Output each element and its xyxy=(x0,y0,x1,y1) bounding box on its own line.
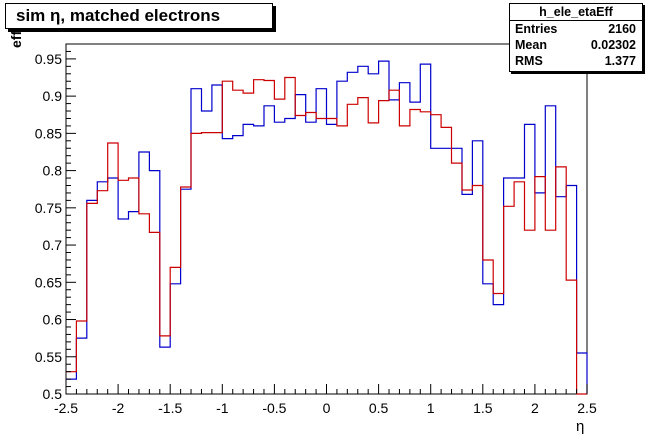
stats-value: 1.377 xyxy=(604,54,636,68)
series-line-1 xyxy=(66,76,587,395)
x-axis-label: η xyxy=(576,418,585,435)
stats-row-rms: RMS 1.377 xyxy=(510,53,642,69)
y-tick-label: 0.5 xyxy=(43,386,63,402)
stats-histogram-name: h_ele_etaEff xyxy=(510,4,642,21)
y-tick-label: 0.7 xyxy=(43,237,63,253)
x-tick-label: 0 xyxy=(323,400,331,416)
stats-box: h_ele_etaEff Entries 2160 Mean 0.02302 R… xyxy=(509,3,643,72)
x-tick-label: 2 xyxy=(531,400,539,416)
x-tick-label: 1.5 xyxy=(473,400,493,416)
y-tick-label: 0.8 xyxy=(43,163,63,179)
stats-key: RMS xyxy=(515,54,543,68)
y-axis-label: eff xyxy=(8,30,24,48)
stats-key: Mean xyxy=(515,38,547,52)
x-tick-label: 0.5 xyxy=(369,400,389,416)
x-tick-label: 1 xyxy=(427,400,435,416)
stats-value: 2160 xyxy=(608,22,636,36)
y-tick-label: 0.6 xyxy=(43,312,63,328)
x-tick-label: 2.5 xyxy=(577,400,597,416)
stats-row-entries: Entries 2160 xyxy=(510,21,642,37)
stats-row-mean: Mean 0.02302 xyxy=(510,37,642,53)
x-tick-label: -0.5 xyxy=(262,400,286,416)
x-tick-label: -1.5 xyxy=(158,400,182,416)
chart-title: sim η, matched electrons xyxy=(16,6,221,25)
series-line-0 xyxy=(66,60,588,394)
y-tick-label: 0.9 xyxy=(43,88,63,104)
y-tick-label: 0.95 xyxy=(35,51,62,67)
y-tick-label: 0.85 xyxy=(35,125,62,141)
x-tick-label: -2 xyxy=(112,400,125,416)
x-tick-label: -2.5 xyxy=(54,400,78,416)
y-tick-label: 0.55 xyxy=(35,349,62,365)
stats-key: Entries xyxy=(515,22,558,36)
axis-layer: -2.5 -2 -1.5 -1 -0.5 0 0.5 1 1.5 2 2.5 0.5 0.55 0.6 0.… xyxy=(35,43,597,416)
chart-title-box: sim η, matched electrons xyxy=(5,3,273,29)
y-tick-label: 0.65 xyxy=(35,274,62,290)
y-tick-label: 0.75 xyxy=(35,200,62,216)
stats-value: 0.02302 xyxy=(590,38,636,52)
series-layer xyxy=(66,60,588,395)
x-tick-label: -1 xyxy=(216,400,229,416)
